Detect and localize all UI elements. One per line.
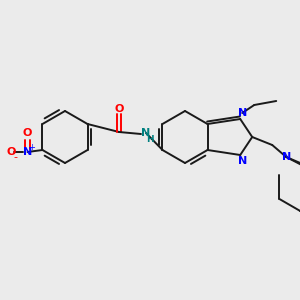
Text: -: - [14, 152, 17, 162]
Text: N: N [282, 152, 291, 162]
Text: O: O [7, 147, 16, 157]
Text: N: N [238, 156, 247, 166]
Text: O: O [114, 104, 124, 114]
Text: H: H [146, 134, 154, 143]
Text: N: N [23, 147, 32, 157]
Text: N: N [238, 108, 247, 118]
Text: O: O [23, 128, 32, 138]
Text: N: N [141, 128, 151, 138]
Text: +: + [28, 142, 35, 152]
